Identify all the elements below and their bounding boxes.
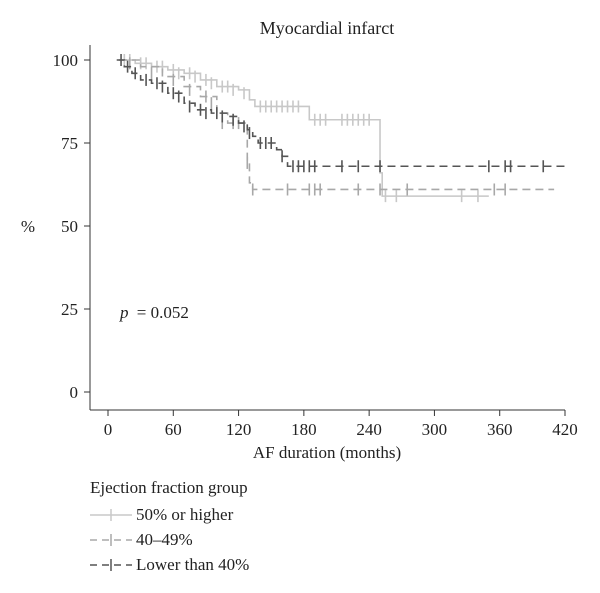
series-line-ef-low xyxy=(116,59,565,168)
y-tick-label: 75 xyxy=(61,134,78,153)
chart-svg: Myocardial infarct % AF duration (months… xyxy=(21,18,578,462)
x-tick-label: 420 xyxy=(552,420,578,439)
legend-label-ef-mid: 40–49% xyxy=(136,529,193,549)
y-axis-label: % xyxy=(21,217,35,236)
x-axis-label: AF duration (months) xyxy=(253,443,401,462)
x-tick-label: 0 xyxy=(104,420,113,439)
y-tick-label: 50 xyxy=(61,217,78,236)
legend-item-ef-low: Lower than 40% xyxy=(90,552,249,577)
y-tick-label: 100 xyxy=(53,51,79,70)
legend-label-ef-low: Lower than 40% xyxy=(136,554,250,574)
legend-title: Ejection fraction group xyxy=(90,478,248,497)
y-tick-label: 25 xyxy=(61,300,78,319)
legend-swatch-ef-high xyxy=(90,508,132,521)
x-tick-label: 60 xyxy=(165,420,182,439)
axes: 0 25 50 75 100 0 60 120 180 240 300 360 420 xyxy=(53,45,578,439)
legend-swatch-ef-mid xyxy=(90,533,132,546)
x-tick-label: 360 xyxy=(487,420,513,439)
legend-label-ef-high: 50% or higher xyxy=(136,504,234,524)
series-line-ef-high xyxy=(118,59,489,197)
x-tick-label: 240 xyxy=(356,420,382,439)
x-tick-label: 300 xyxy=(422,420,448,439)
p-label: p xyxy=(119,303,129,322)
series-line-ef-mid xyxy=(118,59,555,191)
legend-swatch-ef-low xyxy=(90,558,132,571)
chart-title: Myocardial infarct xyxy=(260,18,394,38)
plot-area xyxy=(116,54,565,203)
x-tick-label: 120 xyxy=(226,420,252,439)
legend-item-ef-mid: 40–49% xyxy=(90,527,249,552)
legend-item-ef-high: 50% or higher xyxy=(90,502,249,527)
y-tick-label: 0 xyxy=(70,383,79,402)
legend: Ejection fraction group 50% or higher 40… xyxy=(90,478,249,577)
p-value: = 0.052 xyxy=(137,303,189,322)
p-value-annotation: p = 0.052 xyxy=(119,303,189,322)
x-tick-label: 180 xyxy=(291,420,317,439)
